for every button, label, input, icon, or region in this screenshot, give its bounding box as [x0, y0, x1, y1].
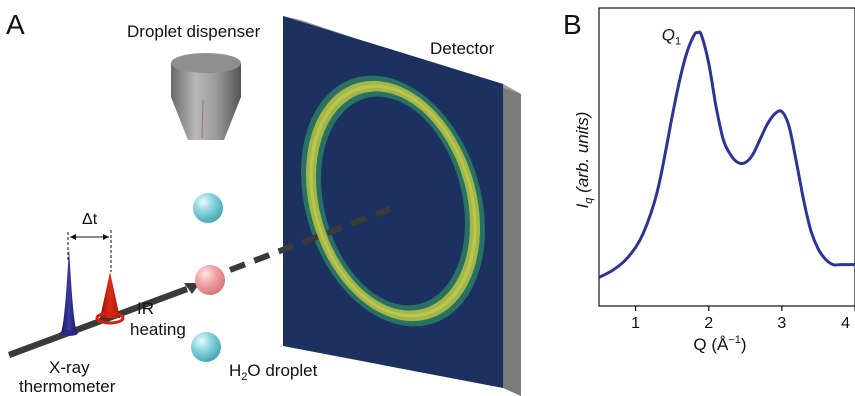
detector-noise: [283, 16, 503, 388]
droplet-label: H2O droplet: [229, 361, 318, 383]
x-tick-label-3: 3: [777, 315, 786, 332]
xray-label-line1: X-ray: [49, 358, 90, 377]
beam-arrow-head: [184, 283, 200, 294]
dispenser-top: [171, 53, 241, 73]
scattering-ring: [301, 75, 485, 327]
ir-label-line1: IR: [137, 299, 154, 318]
x-tick-label-2: 2: [704, 315, 713, 332]
droplet-cold-lower: [191, 332, 221, 362]
beam-solid: [8, 286, 188, 358]
droplet-cold-upper: [193, 193, 223, 223]
peak-label-q1: Q1: [662, 26, 681, 48]
series-points: [599, 33, 855, 278]
ir-pulse: [95, 272, 125, 325]
beam-dashed: [228, 203, 400, 273]
xray-label-line2: thermometer: [19, 377, 116, 396]
detector-side: [503, 84, 521, 396]
droplet-dispenser: [171, 53, 241, 140]
ir-label-line2: heating: [130, 320, 186, 339]
y-axis-label: Iq (arb. units): [573, 112, 595, 209]
detector-label: Detector: [430, 39, 495, 58]
panel-b-letter: B: [563, 9, 582, 40]
dispenser-label: Droplet dispenser: [127, 22, 261, 41]
delta-t-marker: [67, 230, 112, 272]
delta-t-label: Δt: [82, 211, 98, 228]
x-tick-label-1: 1: [631, 315, 640, 332]
panel-b: B 1 2 3 4 Q1 Q (Å−1) Iq (arb. units): [563, 7, 855, 354]
x-axis-label: Q (Å−1): [693, 334, 746, 354]
xray-pulse: [60, 248, 78, 336]
plot-frame: [598, 7, 855, 307]
droplet-hot: [195, 265, 225, 295]
dispenser-nozzle: [171, 97, 241, 140]
series-line: [598, 30, 855, 279]
panel-a: A: [6, 9, 521, 396]
detector: [283, 16, 521, 396]
panel-a-letter: A: [6, 9, 25, 40]
x-tick-label-4: 4: [841, 315, 850, 332]
panel-b-chart: 1 2 3 4 Q1 Q (Å−1) Iq (arb. units): [573, 7, 855, 354]
x-ticks: 1 2 3 4: [631, 306, 855, 332]
beam-line: [8, 203, 400, 358]
